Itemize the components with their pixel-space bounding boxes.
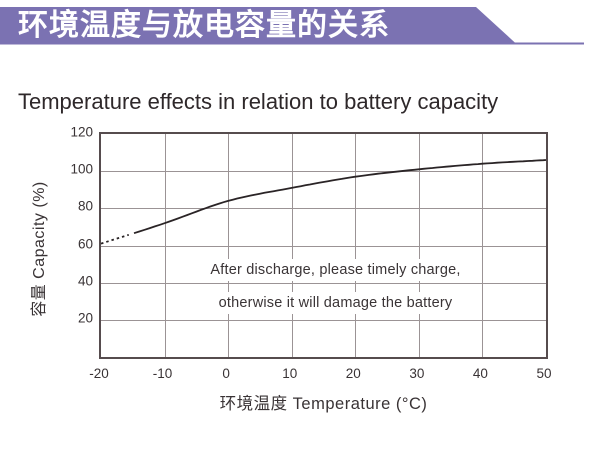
- capacity-curve: [100, 159, 547, 245]
- plot-area: After discharge, please timely charge, o…: [99, 132, 548, 359]
- banner-polygon: [0, 7, 517, 45]
- curve-solid-segment: [133, 159, 547, 235]
- horizontal-gridline: [101, 245, 546, 247]
- y-tick-label: 80: [77, 198, 93, 214]
- x-tick-label: -10: [152, 366, 173, 381]
- y-axis-title: 容量 Capacity (%): [31, 181, 48, 317]
- banner-underline: [514, 42, 584, 45]
- y-tick-label: 60: [77, 236, 93, 251]
- x-tick-label: 40: [472, 366, 488, 381]
- horizontal-gridline: [101, 282, 546, 284]
- page-title: 环境温度与放电容量的关系: [18, 9, 390, 42]
- chart-title: Temperature effects in relation to batte…: [18, 89, 499, 114]
- horizontal-gridline: [101, 208, 546, 210]
- x-axis-title: 环境温度 Temperature (°C): [219, 395, 428, 413]
- horizontal-gridline: [101, 319, 546, 321]
- y-tick-label: 40: [77, 273, 93, 289]
- x-tick-label: -20: [89, 366, 109, 381]
- curve-dashed-segment: [100, 233, 130, 245]
- y-tick-label: 20: [77, 310, 93, 326]
- horizontal-gridline: [101, 171, 546, 173]
- annotation-line-2: otherwise it will damage the battery: [210, 292, 461, 314]
- y-tick-label: 100: [70, 161, 93, 177]
- x-tick-label: 20: [345, 366, 361, 381]
- x-tick-label: 30: [409, 366, 425, 381]
- x-tick-label: 0: [222, 366, 230, 381]
- x-tick-label: 10: [282, 366, 298, 381]
- x-tick-label: 50: [536, 366, 552, 381]
- banner-shape: [0, 7, 584, 45]
- annotation-line-1: After discharge, please timely charge,: [202, 259, 469, 281]
- y-tick-label: 120: [70, 124, 93, 140]
